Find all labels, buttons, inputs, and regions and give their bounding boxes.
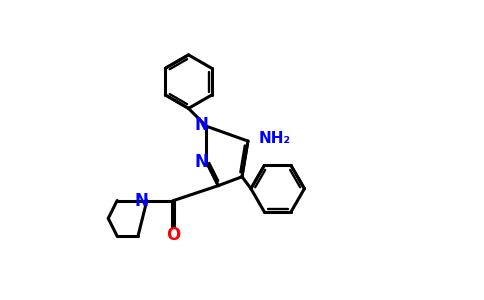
Text: O: O [166, 226, 181, 244]
Text: N: N [195, 116, 209, 134]
Text: N: N [194, 153, 208, 171]
Text: N: N [134, 191, 148, 209]
Text: NH₂: NH₂ [258, 130, 290, 146]
